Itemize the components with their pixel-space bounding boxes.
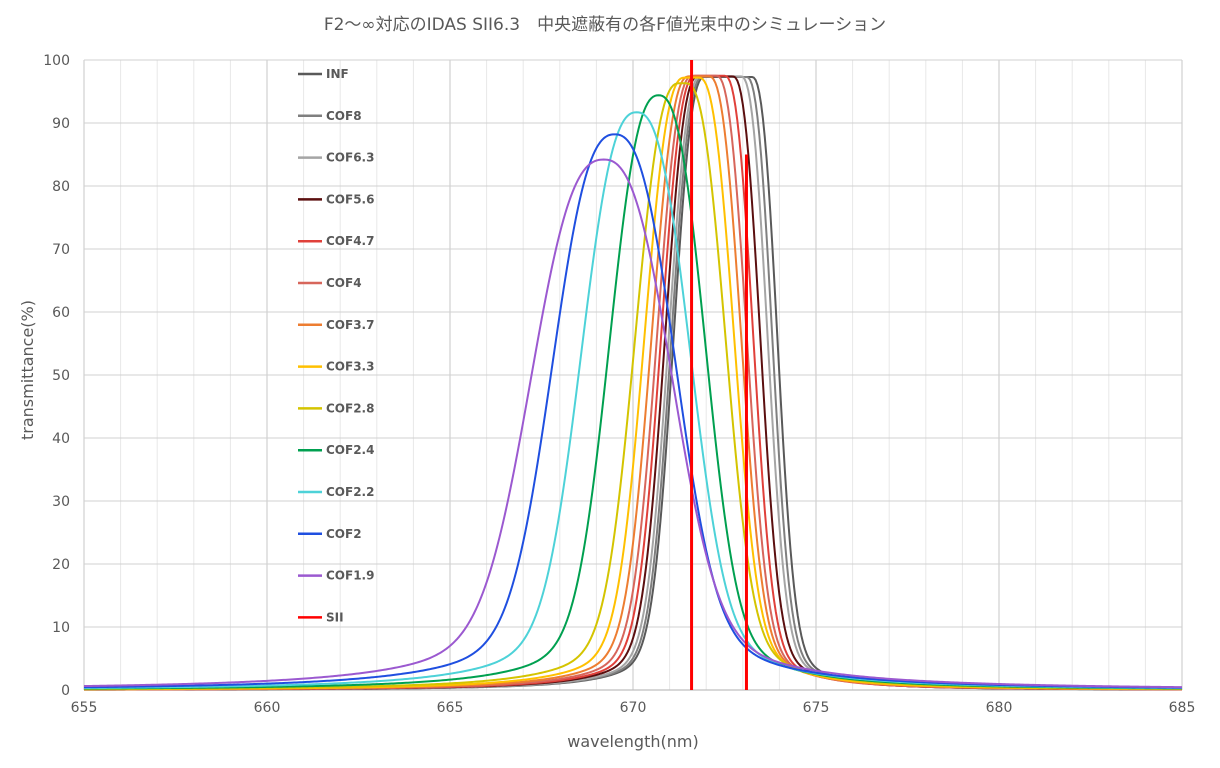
legend-item: COF6.3 bbox=[298, 151, 374, 165]
x-tick-label: 655 bbox=[71, 700, 98, 716]
y-tick-label: 0 bbox=[61, 683, 70, 699]
legend-label: COF2.8 bbox=[326, 401, 374, 415]
legend-item: COF2.8 bbox=[298, 401, 374, 415]
y-tick-label: 30 bbox=[52, 494, 70, 510]
legend-item: COF4.7 bbox=[298, 234, 374, 248]
legend-label: COF2.4 bbox=[326, 443, 374, 457]
legend-label: COF2 bbox=[326, 527, 362, 541]
legend-item: COF3.7 bbox=[298, 318, 374, 332]
x-tick-label: 670 bbox=[620, 700, 647, 716]
legend-label: COF8 bbox=[326, 109, 362, 123]
chart-title: F2～∞対応のIDAS SII6.3 中央遮蔽有の各F値光束中のシミュレーション bbox=[324, 15, 886, 35]
x-axis-title: wavelength(nm) bbox=[567, 732, 698, 751]
legend-item: COF8 bbox=[298, 109, 362, 123]
legend: INF COF8 COF6.3 COF5.6 COF4.7 COF4 COF3.7 COF3.… bbox=[298, 67, 374, 624]
legend-item: COF3.3 bbox=[298, 360, 374, 374]
y-tick-label: 70 bbox=[52, 242, 70, 258]
legend-label: COF4 bbox=[326, 276, 362, 290]
series-line-cof1-9 bbox=[83, 158, 1183, 689]
legend-label: INF bbox=[326, 67, 349, 81]
x-tick-label: 680 bbox=[986, 700, 1013, 716]
legend-item: INF bbox=[298, 67, 349, 81]
y-tick-label: 90 bbox=[52, 116, 70, 132]
legend-item: COF1.9 bbox=[298, 569, 374, 583]
legend-item: COF2.4 bbox=[298, 443, 374, 457]
y-tick-labels: 0 10 20 30 40 50 60 70 80 90 100 bbox=[43, 53, 70, 699]
legend-item: COF4 bbox=[298, 276, 362, 290]
y-tick-label: 100 bbox=[43, 53, 70, 69]
x-tick-label: 675 bbox=[803, 700, 830, 716]
y-axis-title: transmittance(%) bbox=[18, 300, 37, 440]
x-tick-label: 660 bbox=[254, 700, 281, 716]
series-layer bbox=[83, 60, 1183, 691]
legend-label: COF1.9 bbox=[326, 569, 374, 583]
legend-label: COF3.3 bbox=[326, 360, 374, 374]
legend-item: SII bbox=[298, 610, 344, 624]
legend-item: COF5.6 bbox=[298, 192, 374, 206]
legend-item: COF2.2 bbox=[298, 485, 374, 499]
legend-label: COF2.2 bbox=[326, 485, 374, 499]
legend-label: COF5.6 bbox=[326, 192, 374, 206]
x-tick-label: 665 bbox=[437, 700, 464, 716]
y-tick-label: 20 bbox=[52, 557, 70, 573]
legend-label: COF4.7 bbox=[326, 234, 374, 248]
y-tick-label: 10 bbox=[52, 620, 70, 636]
legend-label: SII bbox=[326, 610, 344, 624]
legend-label: COF6.3 bbox=[326, 151, 374, 165]
y-tick-label: 50 bbox=[52, 368, 70, 384]
x-tick-labels: 655 660 665 670 675 680 685 bbox=[71, 700, 1196, 716]
legend-label: COF3.7 bbox=[326, 318, 374, 332]
y-tick-label: 80 bbox=[52, 179, 70, 195]
y-tick-label: 60 bbox=[52, 305, 70, 321]
x-tick-label: 685 bbox=[1169, 700, 1196, 716]
y-tick-label: 40 bbox=[52, 431, 70, 447]
legend-item: COF2 bbox=[298, 527, 362, 541]
